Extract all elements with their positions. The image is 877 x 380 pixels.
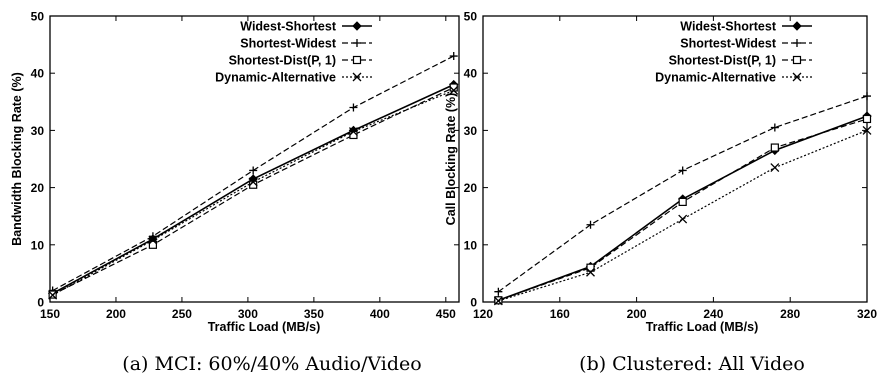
chart-b-y-tick-label: 20 <box>464 181 478 195</box>
chart-b-legend-label: Shortest-Widest <box>680 37 777 51</box>
chart-a-y-tick-label: 50 <box>31 10 45 24</box>
chart-a-series-dynamic-alternative-line <box>52 89 454 296</box>
chart-b-series-shortest-dist-p-1-point-2 <box>678 197 687 206</box>
chart-b-plot-frame <box>482 15 868 303</box>
chart-b-legend-marker-point-2 <box>792 55 802 65</box>
chart-a-caption: (a) MCI: 60%/40% Audio/Video <box>122 353 421 375</box>
chart-a-y-tick-label: 40 <box>31 67 45 81</box>
chart-b-series-dynamic-alternative-point-2 <box>678 214 688 224</box>
chart-a-legend-marker-point-1 <box>353 39 361 47</box>
chart-a-x-tick-label: 150 <box>40 307 60 321</box>
chart-b-y-axis-label: Call Blocking Rate (%) <box>444 93 458 226</box>
chart-b-x-tick-label: 160 <box>550 307 570 321</box>
chart-a-legend-marker-point-2 <box>352 55 362 65</box>
chart-b-series-shortest-dist-p-1-point-3 <box>770 143 779 152</box>
chart-b-y-tick-label: 0 <box>470 296 477 310</box>
chart-b-series-shortest-dist-p-1-point-4 <box>862 114 872 124</box>
chart-panel-b: Call Blocking Rate (%) Traffic Load (MB/… <box>444 10 877 376</box>
chart-b-legend-label: Widest-Shortest <box>680 20 777 34</box>
chart-a-series-dynamic-alternative-point-3 <box>348 127 358 137</box>
chart-b-series-dynamic-alternative-point-3 <box>770 163 780 173</box>
chart-a-legend-marker-point-0 <box>352 21 362 31</box>
chart-a-y-tick-label: 30 <box>31 124 45 138</box>
chart-a-series-shortest-dist-p-1-point-3 <box>349 130 358 140</box>
chart-a-series-shortest-widest-point-3 <box>349 103 358 112</box>
chart-a-x-tick-label: 300 <box>238 307 258 321</box>
chart-b-x-tick-label: 200 <box>627 307 647 321</box>
chart-a-y-axis-label: Bandwidth Blocking Rate (%) <box>10 72 24 246</box>
chart-a-plot-frame <box>49 15 460 303</box>
chart-b-legend-marker-point-0 <box>792 21 802 31</box>
chart-b-x-tick-label: 280 <box>780 307 800 321</box>
chart-b-series-shortest-dist-p-1-point-1 <box>586 263 595 272</box>
chart-b-series-dynamic-alternative-line <box>498 129 868 302</box>
chart-b-legend-label: Dynamic-Alternative <box>655 71 776 85</box>
chart-b-x-tick-label: 320 <box>857 307 877 321</box>
chart-a-x-tick-label: 250 <box>172 307 192 321</box>
chart-a-x-tick-label: 350 <box>304 307 324 321</box>
chart-a-series-dynamic-alternative-point-2 <box>248 177 258 187</box>
chart-b-series-shortest-widest-line <box>498 95 868 293</box>
chart-b-series-shortest-widest-point-2 <box>678 166 687 175</box>
chart-a-series-shortest-widest-point-1 <box>148 232 157 241</box>
chart-b-x-tick-label: 240 <box>703 307 723 321</box>
chart-panel-a: Bandwidth Blocking Rate (%) Traffic Load… <box>10 10 460 375</box>
chart-a-x-tick-label: 400 <box>370 307 390 321</box>
chart-b-series-shortest-widest-point-0 <box>494 287 503 296</box>
chart-b-legend-marker-point-1 <box>793 39 801 47</box>
chart-b-x-tick-label: 120 <box>473 307 493 321</box>
chart-b-y-tick-label: 50 <box>464 10 478 24</box>
chart-b-y-tick-label: 40 <box>464 67 478 81</box>
chart-a-series-shortest-dist-p-1-line <box>52 86 454 296</box>
chart-b-series-widest-shortest-line <box>498 115 868 302</box>
chart-a-series-dynamic-alternative-point-0 <box>48 290 58 300</box>
chart-b-legend-marker-point-3 <box>792 72 802 82</box>
chart-a-y-tick-label: 20 <box>31 181 45 195</box>
chart-b-x-axis-label: Traffic Load (MB/s) <box>646 320 759 334</box>
chart-b-y-tick-label: 10 <box>464 238 478 252</box>
chart-b-series-dynamic-alternative-point-0 <box>493 296 503 306</box>
chart-a-series-shortest-widest-point-4 <box>449 52 458 61</box>
chart-a-series-dynamic-alternative-point-1 <box>148 235 158 245</box>
chart-a-legend-label: Shortest-Dist(P, 1) <box>229 54 336 68</box>
chart-a-series-shortest-dist-p-1-point-1 <box>148 240 158 249</box>
chart-a-x-tick-label: 200 <box>106 307 126 321</box>
chart-a-x-tick-label: 450 <box>436 307 456 321</box>
chart-a-y-tick-label: 10 <box>31 238 45 252</box>
chart-b-series-shortest-widest-point-3 <box>770 123 779 132</box>
chart-b-series-shortest-widest-point-1 <box>586 220 595 229</box>
chart-b-caption: (b) Clustered: All Video <box>579 353 805 375</box>
chart-a-legend-label: Widest-Shortest <box>240 20 337 34</box>
chart-b-series-shortest-widest-point-4 <box>863 92 871 101</box>
chart-b-y-tick-label: 30 <box>464 124 478 138</box>
chart-b-series-dynamic-alternative-point-4 <box>862 125 872 135</box>
chart-a-y-tick-label: 0 <box>37 296 44 310</box>
chart-b-series-dynamic-alternative-point-1 <box>586 267 595 277</box>
chart-a-series-dynamic-alternative-point-4 <box>449 85 459 95</box>
chart-a-series-shortest-widest-point-2 <box>249 166 258 175</box>
chart-b-legend-label: Shortest-Dist(P, 1) <box>669 54 776 68</box>
chart-a-x-axis-label: Traffic Load (MB/s) <box>208 320 321 334</box>
chart-b-series-shortest-dist-p-1-line <box>498 118 868 301</box>
chart-a-legend-marker-point-3 <box>352 72 362 82</box>
chart-a-legend-label: Dynamic-Alternative <box>215 71 336 85</box>
chart-a-legend-label: Shortest-Widest <box>240 37 337 51</box>
